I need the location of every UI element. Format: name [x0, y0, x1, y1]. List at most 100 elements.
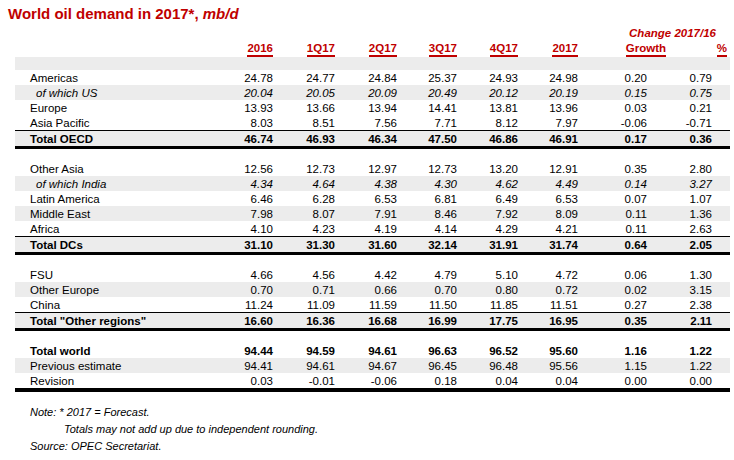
value-cell-pct: 0.21	[647, 101, 712, 115]
row-label: FSU	[15, 268, 218, 282]
value-cell-1q17: 4.23	[273, 222, 335, 236]
note-source: Source: OPEC Secretariat.	[30, 438, 734, 455]
value-cell-2016: 12.56	[218, 162, 273, 176]
value-cell-4q17: 11.85	[457, 298, 518, 312]
value-cell-2016: 11.24	[218, 298, 273, 312]
col-header-3q17: 3Q17	[397, 41, 457, 57]
value-cell-2017: 4.21	[518, 222, 578, 236]
value-cell-pct: 1.22	[647, 359, 712, 373]
value-cell-growth: 0.35	[578, 314, 647, 328]
value-cell-1q17: 8.51	[273, 116, 335, 130]
value-cell-pct: 2.05	[647, 238, 712, 252]
value-cell-2q17: 20.09	[335, 86, 397, 100]
value-cell-4q17: 46.86	[457, 132, 518, 146]
page-title: World oil demand in 2017*, mb/d	[0, 0, 734, 22]
value-cell-2016: 6.46	[218, 192, 273, 206]
value-cell-1q17: -0.01	[273, 374, 335, 388]
value-cell-pct: 1.30	[647, 268, 712, 282]
row-label: Middle East	[15, 207, 218, 221]
value-cell-2017: 24.98	[518, 71, 578, 85]
block-spacer	[15, 331, 730, 343]
table-row: Revision0.03-0.01-0.060.180.040.040.000.…	[15, 373, 730, 388]
row-label: Americas	[15, 71, 218, 85]
value-cell-2q17: 31.60	[335, 238, 397, 252]
value-cell-3q17: 20.49	[397, 86, 457, 100]
value-cell-2q17: 16.68	[335, 314, 397, 328]
value-cell-2017: 13.96	[518, 101, 578, 115]
value-cell-1q17: 94.61	[273, 359, 335, 373]
value-cell-4q17: 13.20	[457, 162, 518, 176]
value-cell-2017: 31.74	[518, 238, 578, 252]
col-header-2016: 2016	[218, 41, 273, 57]
value-cell-4q17: 20.12	[457, 86, 518, 100]
value-cell-growth: 0.15	[578, 86, 647, 100]
value-cell-growth: 0.00	[578, 374, 647, 388]
row-label: Total OECD	[15, 132, 218, 146]
value-cell-2017: 4.72	[518, 268, 578, 282]
value-cell-2016: 20.04	[218, 86, 273, 100]
value-cell-growth: 0.27	[578, 298, 647, 312]
row-label: Total DCs	[15, 238, 218, 252]
value-cell-pct: 1.22	[647, 344, 712, 358]
table-row: FSU4.664.564.424.795.104.720.061.30	[15, 267, 730, 282]
col-header-2016-label: 2016	[247, 41, 273, 57]
value-cell-pct: -0.71	[647, 116, 712, 130]
value-cell-2q17: 4.38	[335, 177, 397, 191]
oil-demand-table-page: World oil demand in 2017*, mb/d Change 2…	[0, 0, 734, 460]
col-header-2q17-label: 2Q17	[369, 41, 397, 57]
table-row: Total OECD46.7446.9346.3447.5046.8646.91…	[15, 130, 730, 146]
value-cell-1q17: 12.73	[273, 162, 335, 176]
value-cell-3q17: 6.81	[397, 192, 457, 206]
value-cell-2q17: 13.94	[335, 101, 397, 115]
oil-demand-table: Change 2017/16 2016 1Q17 2Q17 3Q17 4Q17 …	[15, 26, 730, 392]
value-cell-4q17: 96.48	[457, 359, 518, 373]
value-cell-pct: 2.38	[647, 298, 712, 312]
col-header-growth-label: Growth	[626, 41, 666, 57]
value-cell-pct: 2.80	[647, 162, 712, 176]
col-header-3q17-label: 3Q17	[429, 41, 457, 57]
table-body: Americas24.7824.7724.8425.3724.9324.980.…	[15, 70, 730, 392]
value-cell-2016: 24.78	[218, 71, 273, 85]
value-cell-pct: 0.36	[647, 132, 712, 146]
section-divider-rule	[15, 388, 730, 392]
value-cell-2017: 8.09	[518, 207, 578, 221]
value-cell-3q17: 96.63	[397, 344, 457, 358]
value-cell-1q17: 4.64	[273, 177, 335, 191]
table-row: Other Asia12.5612.7312.9712.7313.2012.91…	[15, 161, 730, 176]
row-label: Europe	[15, 101, 218, 115]
value-cell-2017: 11.51	[518, 298, 578, 312]
value-cell-3q17: 12.73	[397, 162, 457, 176]
header-spacer-band	[15, 57, 730, 70]
value-cell-growth: 0.07	[578, 192, 647, 206]
value-cell-4q17: 6.49	[457, 192, 518, 206]
col-header-1q17-label: 1Q17	[307, 41, 335, 57]
change-2017-16-header: Change 2017/16	[15, 26, 730, 41]
value-cell-2q17: 4.19	[335, 222, 397, 236]
value-cell-4q17: 0.04	[457, 374, 518, 388]
value-cell-3q17: 0.70	[397, 283, 457, 297]
value-cell-4q17: 4.29	[457, 222, 518, 236]
value-cell-pct: 3.15	[647, 283, 712, 297]
value-cell-1q17: 11.09	[273, 298, 335, 312]
value-cell-1q17: 13.66	[273, 101, 335, 115]
table-row: Asia Pacific8.038.517.567.718.127.97-0.0…	[15, 115, 730, 130]
footnotes: Note: * 2017 = Forecast. Totals may not …	[30, 404, 734, 455]
note-forecast: Note: * 2017 = Forecast.	[30, 404, 734, 421]
value-cell-2q17: 46.34	[335, 132, 397, 146]
value-cell-1q17: 94.59	[273, 344, 335, 358]
value-cell-3q17: 14.41	[397, 101, 457, 115]
value-cell-4q17: 31.91	[457, 238, 518, 252]
value-cell-2q17: 94.67	[335, 359, 397, 373]
value-cell-pct: 0.79	[647, 71, 712, 85]
table-row: Middle East7.988.077.918.467.928.090.111…	[15, 206, 730, 221]
value-cell-2016: 0.03	[218, 374, 273, 388]
value-cell-2017: 0.72	[518, 283, 578, 297]
table-row: Americas24.7824.7724.8425.3724.9324.980.…	[15, 70, 730, 85]
value-cell-1q17: 46.93	[273, 132, 335, 146]
col-header-4q17: 4Q17	[457, 41, 518, 57]
table-row: Total world94.4494.5994.6196.6396.5295.6…	[15, 343, 730, 358]
table-row: Africa4.104.234.194.144.294.210.112.63	[15, 221, 730, 236]
row-label: Previous estimate	[15, 359, 218, 373]
value-cell-2017: 4.49	[518, 177, 578, 191]
value-cell-pct: 0.75	[647, 86, 712, 100]
